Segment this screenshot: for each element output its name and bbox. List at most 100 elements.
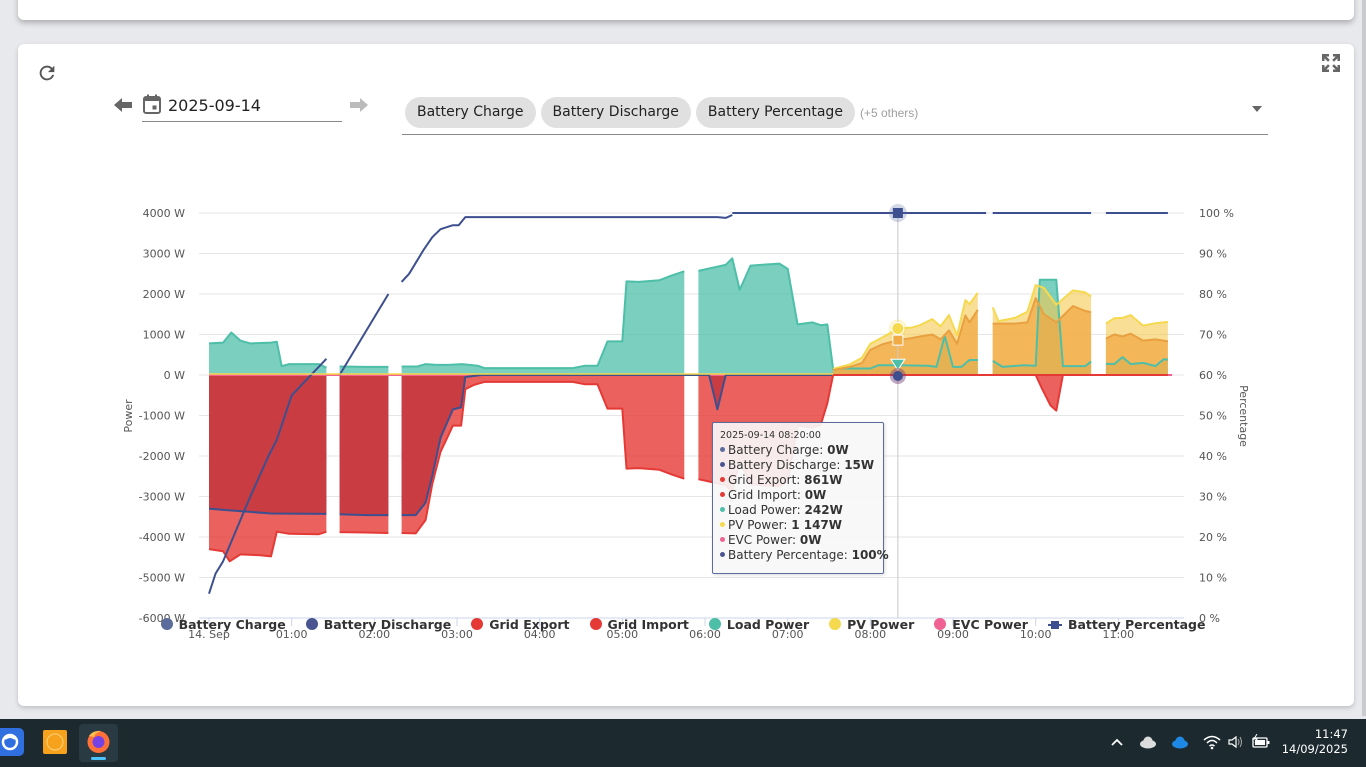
tooltip-row: Load Power: 242W xyxy=(720,503,876,518)
y-tick-right: 30 % xyxy=(1199,491,1227,504)
tooltip-label: Battery Discharge: xyxy=(728,458,845,472)
series-grid-import-area[interactable] xyxy=(209,375,327,562)
y-tick-right: 10 % xyxy=(1199,572,1227,585)
prev-day-button[interactable] xyxy=(114,98,132,112)
x-tick-label: 05:00 xyxy=(606,628,638,641)
neo-app-icon xyxy=(46,733,64,751)
series-grid-export-area[interactable] xyxy=(992,298,1092,375)
series-grid-import-line[interactable] xyxy=(208,530,327,563)
legend-label: Battery Charge xyxy=(178,617,286,632)
legend-label: Battery Discharge xyxy=(323,617,452,632)
series-battery-discharge-line[interactable] xyxy=(401,374,1168,517)
date-input[interactable] xyxy=(168,92,338,118)
volume-icon[interactable] xyxy=(1227,734,1245,750)
wifi-icon[interactable] xyxy=(1203,734,1221,750)
series-grid-import-area[interactable] xyxy=(339,375,389,533)
x-tick-label: 14. Sep xyxy=(188,628,230,641)
legend-item-battery-charge[interactable]: Battery Charge xyxy=(160,617,286,632)
series-grid-import-line[interactable] xyxy=(339,531,389,534)
series-grid-export-area[interactable] xyxy=(833,309,978,375)
series-grid-import-area[interactable] xyxy=(401,375,685,534)
series-load-power-line[interactable] xyxy=(208,331,327,369)
firefox-button[interactable] xyxy=(79,724,118,762)
y-tick-right: 0 % xyxy=(1199,612,1220,625)
series-grid-import-area[interactable] xyxy=(698,375,1168,492)
series-load-power-area[interactable] xyxy=(401,271,685,375)
tooltip-value: 100% xyxy=(851,548,889,562)
chip-battery-discharge[interactable]: Battery Discharge xyxy=(540,97,691,128)
series-grid-import-area[interactable] xyxy=(1035,375,1063,411)
tooltip-row: Grid Export: 861W xyxy=(720,473,876,488)
series-grid-export-line[interactable] xyxy=(992,297,1092,325)
dropdown-arrow-icon[interactable] xyxy=(1252,106,1262,112)
next-day-button[interactable] xyxy=(350,98,368,112)
clock-time: 11:47 xyxy=(1314,727,1348,741)
y-tick-left: 3000 W xyxy=(143,248,185,261)
series-battery-percentage-line[interactable] xyxy=(208,358,328,595)
series-battery-percentage-line[interactable] xyxy=(338,293,390,376)
page-scrollbar[interactable] xyxy=(1362,0,1366,716)
chip-battery-charge[interactable]: Battery Charge xyxy=(405,97,536,128)
series-grid-export-line[interactable] xyxy=(832,309,979,372)
series-lines xyxy=(208,212,1173,595)
neo-app-button[interactable] xyxy=(43,730,67,754)
onedrive-business-icon[interactable] xyxy=(1170,734,1190,750)
tooltip-dot xyxy=(720,522,725,527)
hover-marker-battery-discharge xyxy=(892,371,903,381)
series-pv-power-line[interactable] xyxy=(832,292,979,370)
legend-item-grid-export[interactable]: Grid Export xyxy=(471,617,570,632)
legend-item-battery-percentage[interactable]: Battery Percentage xyxy=(1047,617,1205,632)
fullscreen-button[interactable] xyxy=(1320,52,1342,74)
chip-battery-percentage[interactable]: Battery Percentage xyxy=(695,97,855,128)
tooltip-row: PV Power: 1 147W xyxy=(720,518,876,533)
y-tick-right: 90 % xyxy=(1199,248,1227,261)
series-grid-import-line[interactable] xyxy=(401,380,685,535)
tooltip-label: Battery Charge: xyxy=(728,443,828,457)
legend-item-battery-discharge[interactable]: Battery Discharge xyxy=(305,617,452,632)
y-axis-left-title: Power xyxy=(122,399,135,433)
battery-charging-icon[interactable] xyxy=(1251,734,1271,750)
onedrive-personal-icon[interactable] xyxy=(1138,734,1158,750)
y-tick-left: 4000 W xyxy=(143,207,185,220)
series-battery-percentage-line[interactable] xyxy=(400,214,733,283)
series-grid-export-line[interactable] xyxy=(1105,332,1169,343)
x-tick-label: 06:00 xyxy=(689,628,721,641)
series-load-power-line[interactable] xyxy=(1105,356,1168,368)
legend-label: PV Power xyxy=(847,617,915,632)
tooltip-dot xyxy=(720,492,725,497)
series-load-power-area[interactable] xyxy=(339,366,389,376)
legend-label: Grid Import xyxy=(607,617,689,632)
legend-item-grid-import[interactable]: Grid Import xyxy=(589,617,689,632)
legend-item-load-power[interactable]: Load Power xyxy=(708,617,809,632)
date-field[interactable] xyxy=(142,92,342,122)
series-pv-power-line[interactable] xyxy=(991,284,1092,323)
series-grid-import-line[interactable] xyxy=(1034,374,1064,412)
series-load-power-line[interactable] xyxy=(401,270,685,370)
y-axis-right-title: Percentage xyxy=(1237,385,1250,447)
shield-app-button[interactable] xyxy=(0,728,24,756)
power-chart[interactable]: 4000 W 3000 W 2000 W 1000 W 0 W -1000 W -2000 … xyxy=(0,0,1366,660)
hover-markers xyxy=(888,204,907,618)
x-tick-label: 11:00 xyxy=(1102,628,1134,641)
tooltip-value: 15W xyxy=(844,458,875,472)
system-clock[interactable]: 11:47 14/09/2025 xyxy=(1282,727,1348,757)
series-battery-discharge-line[interactable] xyxy=(208,507,327,515)
series-select[interactable]: Battery Charge Battery Discharge Battery P… xyxy=(402,94,1268,135)
hover-marker-pv-power xyxy=(891,322,905,336)
legend-label: Grid Export xyxy=(489,617,570,632)
legend-dot-icon xyxy=(471,618,484,630)
tray-overflow-chevron-icon[interactable] xyxy=(1110,734,1124,750)
y-tick-left: 2000 W xyxy=(143,288,185,301)
series-load-power-area[interactable] xyxy=(698,258,978,375)
legend-item-evc-power[interactable]: EVC Power xyxy=(934,617,1028,632)
tooltip-dot xyxy=(720,552,725,557)
y-tick-right: 80 % xyxy=(1199,288,1227,301)
calendar-icon xyxy=(143,94,161,114)
series-load-power-line[interactable] xyxy=(992,278,1092,368)
legend-item-pv-power[interactable]: PV Power xyxy=(829,617,914,632)
series-battery-discharge-line[interactable] xyxy=(339,513,389,517)
y-tick-right: 50 % xyxy=(1199,410,1227,423)
y-axis-right: 100 % 90 % 80 % 70 % 60 % 50 % 40 % 30 % 20 % 10 … xyxy=(1199,207,1234,625)
series-pv-power-line[interactable] xyxy=(1105,314,1169,327)
y-tick-left: -3000 W xyxy=(139,491,185,504)
